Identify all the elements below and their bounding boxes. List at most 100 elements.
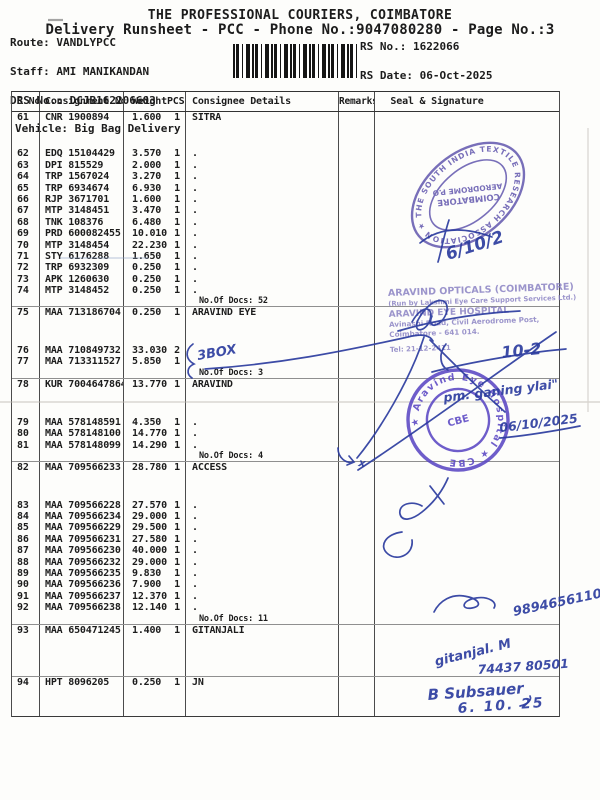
cell-pcs: 1	[174, 285, 180, 297]
cell-consignment	[39, 123, 123, 149]
cell-sno: 65	[17, 182, 29, 194]
cell-consignment: TRP 1567024	[39, 171, 123, 183]
cell-remarks	[338, 285, 374, 297]
cell-consignee: .	[185, 417, 338, 429]
cell-weight-pcs: 5.850 1	[123, 356, 185, 368]
cell-weight-pcs: 9.830 1	[123, 567, 185, 580]
cell-weight-pcs: 6.930 1	[123, 182, 185, 194]
table-row: 81 MAA 578148099 14.290 1.	[12, 439, 559, 452]
cell-consignee: .	[185, 499, 338, 511]
cell-remarks	[338, 510, 374, 523]
cell-seal	[374, 250, 559, 263]
route-label: Route:	[10, 36, 57, 49]
cell-consignment: MAA 650471245	[39, 624, 123, 636]
cell-seal	[374, 428, 559, 440]
cell-remarks	[338, 635, 374, 676]
table-row: 79 MAA 578148591 4.350 1.	[12, 417, 559, 429]
cell-consignee	[185, 635, 338, 676]
cell-seal	[374, 590, 559, 603]
cell-weight: 14.290	[132, 439, 167, 451]
cell-remarks	[338, 579, 374, 591]
cell-consignee: .	[185, 439, 338, 452]
cell-pcs: 1	[174, 356, 180, 368]
cell-pcs: 1	[174, 602, 180, 614]
cell-weight: 6.480	[132, 216, 162, 228]
header-consignment: Consignment No	[39, 92, 123, 111]
cell-seal	[374, 356, 559, 368]
cell-weight-pcs: 1.400 1	[123, 624, 185, 636]
cell-consignment: MAA 709566235	[39, 567, 123, 580]
cell-weight-pcs: 3.470 1	[123, 205, 185, 217]
cell-pcs: 1	[174, 307, 180, 319]
cell-consignment: MTP 3148451	[39, 205, 123, 217]
table-row: 77 MAA 713311527 5.850 1	[12, 356, 559, 368]
cell-remarks	[338, 602, 374, 614]
cell-consignee	[185, 688, 338, 717]
cell-sno: 92	[17, 602, 29, 614]
cell-sno: 93	[17, 624, 29, 636]
cell-weight: 0.250	[132, 676, 162, 688]
cell-sno: 79	[17, 417, 29, 429]
cell-weight-pcs: 1.600 1	[123, 193, 185, 206]
consignee-group: 61 CNR 1900894 1.600 1 SITRA 62 EDQ 15104429 3.…	[12, 112, 559, 308]
table-row: 73 APK 1260630 0.250 1.	[12, 273, 559, 286]
cell-seal	[374, 228, 559, 240]
cell-weight: 33.030	[132, 344, 167, 356]
cell-consignment: MTP 3148454	[39, 239, 123, 251]
cell-seal	[374, 451, 559, 462]
consignee-group: 82 MAA 709566233 28.780 1 ACCESS 83 MAA 709566…	[12, 462, 559, 625]
cell-seal	[374, 567, 559, 580]
cell-weight-pcs	[123, 296, 185, 307]
cell-consignee: ARAVIND EYE	[185, 307, 338, 319]
cell-weight-pcs	[123, 367, 185, 378]
cell-seal	[374, 556, 559, 568]
cell-weight-pcs: 12.370 1	[123, 590, 185, 603]
cell-consignment: STY 6176288	[39, 250, 123, 263]
table-row: 93 MAA 650471245 1.400 1 GITANJALI	[12, 624, 559, 636]
cell-remarks	[338, 193, 374, 206]
table-row: 71 STY 6176288 1.650 1.	[12, 250, 559, 263]
cell-pcs: 1	[174, 676, 180, 688]
header-weight: Weight	[132, 96, 167, 107]
cell-pcs: 1	[174, 205, 180, 217]
cell-sno: 61	[17, 112, 29, 123]
cell-seal	[374, 171, 559, 183]
cell-pcs: 1	[174, 462, 180, 474]
cell-sno: 63	[17, 159, 29, 171]
header-pcs: PCS	[166, 96, 185, 107]
cell-sno: 84	[17, 510, 29, 522]
docs-count-row: No.Of Docs: 4	[12, 451, 559, 462]
cell-pcs: 1	[174, 216, 180, 228]
cell-weight-pcs: 13.770 1	[123, 378, 185, 391]
staff-value: AMI MANIKANDAN	[56, 64, 150, 78]
cell-sno	[12, 319, 39, 345]
cell-consignment	[39, 688, 123, 717]
table-row: 83 MAA 709566228 27.570 1.	[12, 499, 559, 511]
cell-consignee: .	[185, 205, 338, 217]
cell-weight: 1.600	[132, 193, 162, 205]
cell-seal	[374, 613, 559, 624]
cell-consignee: .	[185, 428, 338, 440]
cell-seal	[374, 193, 559, 206]
cell-consignee: .	[185, 216, 338, 229]
cell-weight: 2.000	[132, 159, 162, 171]
cell-pcs: 1	[174, 499, 180, 511]
cell-remarks	[338, 556, 374, 568]
table-row: 76 MAA 710849732 33.030 2	[12, 344, 559, 357]
cell-consignment: MAA 709566230	[39, 545, 123, 557]
cell-pcs: 1	[174, 378, 180, 390]
cell-pcs: 1	[174, 250, 180, 262]
table-row: 64 TRP 1567024 3.270 1.	[12, 171, 559, 183]
cell-sno	[12, 474, 39, 500]
cell-consignment: MAA 709566234	[39, 510, 123, 523]
cell-sno: 67	[17, 205, 29, 217]
cell-pcs: 1	[174, 533, 180, 545]
cell-consignee: .	[185, 148, 338, 160]
cell-remarks	[338, 533, 374, 546]
cell-consignment: MAA 709566231	[39, 533, 123, 546]
table-row: 91 MAA 709566237 12.370 1.	[12, 590, 559, 603]
cell-weight-pcs	[123, 613, 185, 624]
cell-weight: 4.350	[132, 417, 162, 429]
cell-weight-pcs: 28.780 1	[123, 462, 185, 474]
